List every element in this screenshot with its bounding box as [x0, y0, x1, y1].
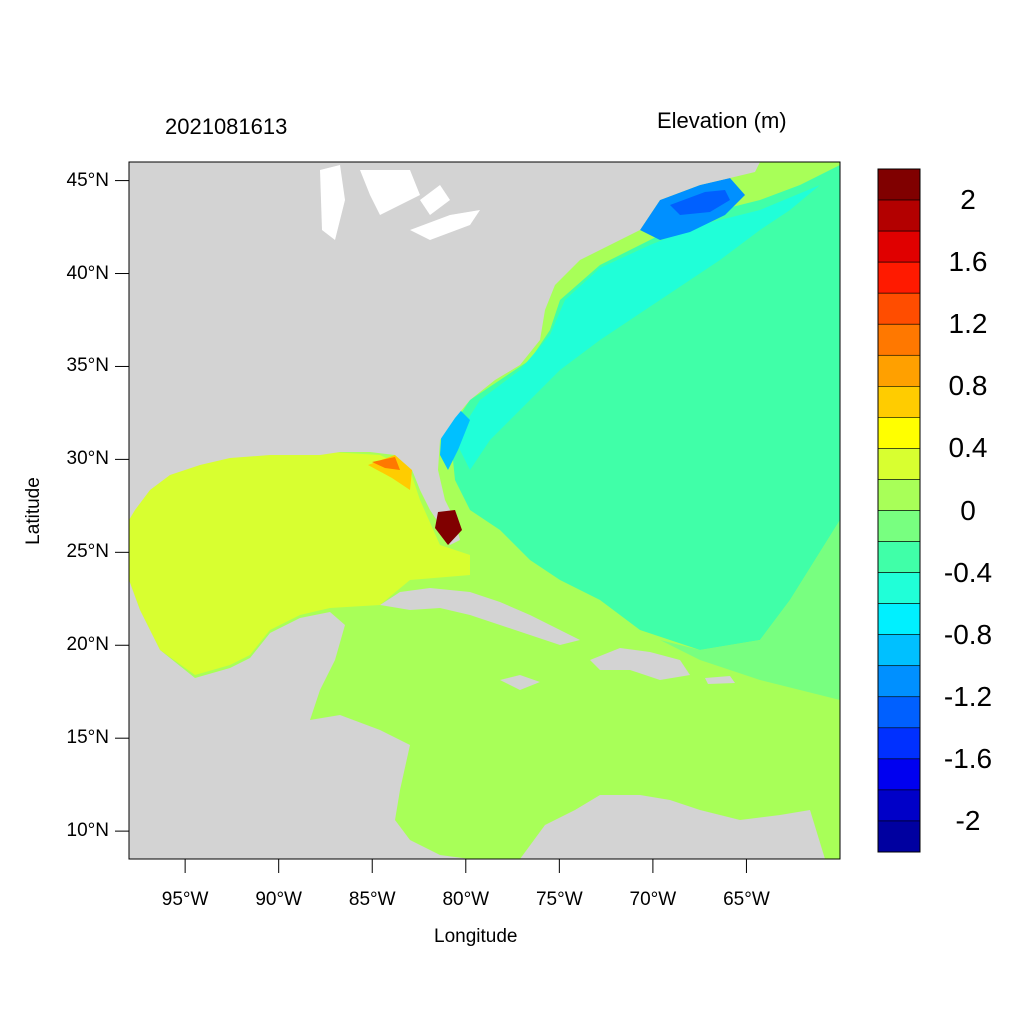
great-lakes: [320, 165, 480, 240]
gulf-of-maine-core: [670, 190, 730, 215]
colorbar-swatch: [877, 665, 921, 698]
colorbar-swatch: [877, 448, 921, 480]
florida-surge: [435, 510, 462, 545]
x-axis-label: Longitude: [434, 926, 518, 947]
lat-tick-label: 35°N: [66, 355, 109, 377]
lon-tick-label: 95°W: [161, 889, 209, 910]
colorbar-label: 0: [960, 494, 976, 526]
big-bend-surge-core: [372, 457, 400, 470]
colorbar-label: 1.6: [948, 246, 988, 278]
shelf-field: [455, 185, 820, 470]
colorbar-swatch: [877, 292, 921, 325]
lon-tick-label: 80°W: [442, 889, 490, 910]
lat-tick-label: 40°N: [66, 262, 109, 284]
lat-tick-label: 20°N: [66, 634, 109, 656]
lat-tick-label: 30°N: [66, 448, 109, 470]
atlantic-field: [450, 165, 840, 650]
south-america-land: [520, 795, 825, 859]
colorbar-label: -2: [955, 804, 981, 836]
colorbar-swatch: [877, 417, 921, 449]
colorbar-label: -1.2: [943, 680, 993, 712]
colorbar-swatch: [877, 230, 921, 263]
colorbar-swatch: [877, 199, 921, 232]
colorbar-label: -1.6: [943, 742, 993, 774]
colorbar-swatch: [877, 696, 921, 729]
map-plot-area: [129, 162, 840, 859]
colorbar-label: -0.8: [943, 618, 993, 650]
colorbar-swatch: [877, 354, 921, 387]
colorbar-label: 2: [960, 184, 976, 216]
lat-tick-label: 10°N: [66, 820, 109, 842]
colorbar-swatch: [877, 323, 921, 356]
map-left-title: 2021081613: [165, 114, 288, 139]
colorbar-swatch: [877, 820, 921, 853]
colorbar-label: -0.4: [943, 556, 993, 588]
north-america-land: [129, 162, 760, 545]
y-axis-label: Latitude: [23, 477, 44, 545]
colorbar-swatch: [877, 479, 921, 511]
colorbar-swatch: [877, 727, 921, 760]
colorbar-swatch: [877, 603, 921, 635]
lat-tick-label: 15°N: [66, 727, 109, 749]
colorbar-swatch: [877, 386, 921, 418]
lat-tick-label: 25°N: [66, 541, 109, 563]
colorbar-label: 1.2: [948, 308, 988, 340]
colorbar-frame: [877, 168, 921, 853]
lon-tick-label: 75°W: [535, 889, 583, 910]
gulf-of-mexico-field: [129, 452, 470, 675]
cuba-land: [380, 588, 580, 645]
colorbar-swatch: [877, 572, 921, 604]
colorbar-swatch: [877, 541, 921, 573]
lat-tick-label: 45°N: [66, 169, 109, 191]
lon-tick-label: 70°W: [629, 889, 677, 910]
longitude-axis: [184, 859, 747, 873]
colorbar-swatch: [877, 789, 921, 822]
puerto-rico-land: [705, 676, 735, 684]
lon-tick-label: 65°W: [723, 889, 770, 910]
mexico-central-america-land: [129, 580, 470, 859]
colorbar-swatch: [877, 758, 921, 791]
colorbar-swatch: [877, 168, 921, 201]
lon-tick-label: 90°W: [255, 889, 302, 910]
hispaniola-land: [590, 648, 690, 680]
colorbar-swatch: [877, 634, 921, 667]
plot-frame: [128, 161, 841, 860]
latitude-axis: [115, 180, 129, 832]
colorbar-swatch: [877, 510, 921, 542]
colorbar-label: 0.4: [948, 432, 988, 464]
eastern-atlantic-field: [660, 520, 840, 700]
colorbar-label: 0.8: [948, 370, 988, 402]
map-right-title: Elevation (m): [657, 108, 787, 133]
colorbar-swatch: [877, 261, 921, 294]
lon-tick-label: 85°W: [348, 889, 396, 910]
jamaica-land: [500, 675, 540, 690]
colorbar: [877, 168, 921, 853]
